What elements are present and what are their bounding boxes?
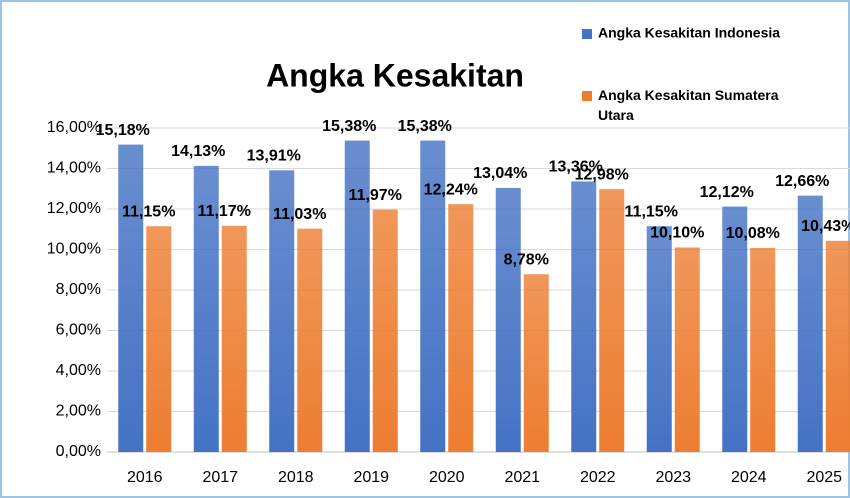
bar — [269, 170, 295, 452]
bar — [674, 247, 700, 452]
bar — [571, 181, 597, 452]
y-tick-label: 16,00% — [47, 119, 101, 136]
value-label: 10,43% — [801, 218, 850, 235]
value-label: 13,91% — [247, 148, 301, 165]
y-tick-label: 10,00% — [47, 241, 101, 258]
value-label: 11,15% — [625, 203, 678, 220]
value-label: 15,18% — [96, 122, 150, 139]
value-label: 12,12% — [700, 184, 754, 201]
x-tick-label: 2022 — [580, 469, 616, 486]
value-label: 15,38% — [398, 118, 452, 135]
bar — [118, 144, 144, 453]
bar — [372, 209, 398, 452]
legend-label: Angka Kesakitan Sumatera Utara — [598, 87, 779, 123]
value-label: 11,17% — [198, 203, 251, 220]
bar — [344, 140, 370, 452]
y-tick-label: 12,00% — [47, 200, 101, 217]
value-label: 12,66% — [775, 173, 829, 190]
y-tick-label: 8,00% — [56, 281, 101, 298]
bar — [221, 225, 247, 452]
legend-swatch — [582, 29, 592, 39]
bar — [797, 195, 823, 452]
chart-title: Angka Kesakitan — [266, 57, 524, 93]
x-tick-label: 2017 — [202, 469, 238, 486]
value-label: 15,38% — [322, 118, 376, 135]
x-tick-label: 2025 — [806, 469, 842, 486]
value-label: 8,78% — [504, 251, 549, 268]
bar — [599, 189, 625, 452]
x-tick-label: 2020 — [429, 469, 465, 486]
bar — [420, 140, 446, 452]
bar — [523, 274, 549, 452]
x-tick-label: 2019 — [353, 469, 389, 486]
bar — [193, 165, 219, 452]
x-tick-label: 2018 — [278, 469, 314, 486]
value-label: 14,13% — [171, 143, 225, 160]
bar — [825, 240, 850, 452]
bar — [146, 226, 172, 452]
value-label: 13,04% — [473, 165, 527, 182]
value-label: 11,15% — [122, 203, 175, 220]
y-tick-label: 0,00% — [56, 443, 101, 460]
bar — [297, 228, 323, 452]
bar — [495, 187, 521, 452]
y-tick-label: 4,00% — [56, 362, 101, 379]
value-label: 12,24% — [424, 181, 478, 198]
x-tick-label: 2024 — [731, 469, 767, 486]
value-label: 10,08% — [726, 225, 780, 242]
legend-swatch — [582, 91, 592, 101]
value-label: 11,03% — [273, 206, 326, 223]
y-tick-label: 14,00% — [47, 160, 101, 177]
y-tick-label: 2,00% — [56, 403, 101, 420]
x-tick-label: 2023 — [655, 469, 691, 486]
bar — [646, 226, 672, 452]
legend-label: Angka Kesakitan Indonesia — [598, 25, 780, 41]
bar — [750, 247, 776, 452]
value-label: 13,36% — [549, 159, 603, 176]
value-label: 11,97% — [349, 187, 402, 204]
value-label: 10,10% — [650, 225, 704, 242]
bar — [448, 204, 474, 452]
x-tick-label: 2016 — [127, 469, 163, 486]
y-tick-label: 6,00% — [56, 322, 101, 339]
bar — [722, 206, 748, 452]
x-tick-label: 2021 — [504, 469, 540, 486]
value-label: 12,98% — [575, 166, 629, 183]
